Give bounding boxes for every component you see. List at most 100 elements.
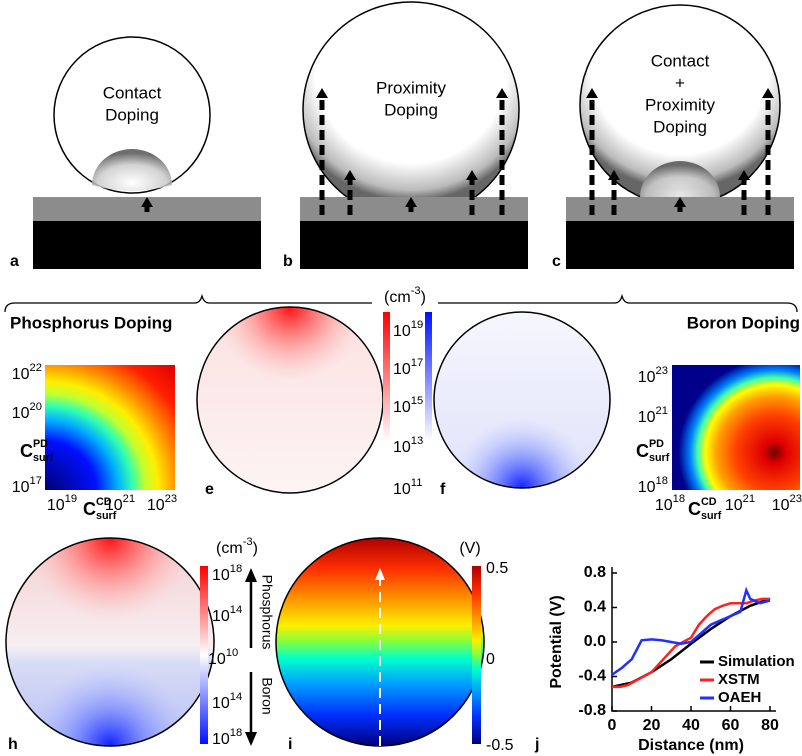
label: surf: [649, 452, 670, 464]
power-exp: 19: [65, 493, 77, 505]
power-label: 1018: [655, 493, 685, 514]
power-label: 1017: [393, 357, 423, 378]
power-base: 10: [393, 439, 411, 456]
label: -0.5: [486, 737, 514, 754]
map-h: [6, 538, 214, 746]
label: j: [534, 736, 539, 753]
label: c: [552, 253, 561, 270]
label: C: [83, 499, 96, 519]
label: Proximity: [376, 78, 446, 97]
power-label: 1021: [725, 493, 755, 514]
power-exp: 23: [790, 493, 802, 505]
power-label: 1018: [638, 475, 668, 496]
heatmap: [45, 365, 175, 490]
power-exp: 21: [743, 493, 755, 505]
label: CD: [701, 496, 717, 508]
power-base: 10: [638, 409, 656, 426]
power-label: 1023: [147, 493, 177, 514]
label: PD: [649, 438, 664, 450]
power-label: 1017: [12, 475, 42, 496]
unit-exp: -3: [243, 536, 253, 548]
power-label: 1021: [638, 405, 668, 426]
label: h: [8, 736, 18, 753]
colorbar: [200, 566, 208, 744]
power-base: 10: [212, 567, 230, 584]
unit-close: ): [253, 540, 258, 557]
power-base: 10: [638, 479, 656, 496]
label: 0.5: [486, 560, 508, 577]
label: surf: [96, 510, 117, 522]
label: Phosphorus: [259, 575, 275, 650]
power-exp: 20: [30, 401, 42, 413]
label: surf: [33, 452, 54, 464]
power-exp: 10: [226, 647, 238, 659]
power-exp: 18: [230, 727, 242, 739]
power-base: 10: [12, 366, 30, 383]
power-exp: 21: [656, 405, 668, 417]
label: C: [20, 441, 33, 461]
power-base: 10: [212, 695, 230, 712]
figure: Doping Source Contact Doping Doping Source P…: [0, 0, 802, 756]
power-label: 1011: [393, 477, 422, 498]
map-f: [434, 312, 610, 488]
label: Boron: [259, 677, 275, 714]
power-base: 10: [208, 651, 226, 668]
power-base: 10: [12, 479, 30, 496]
label: Doping: [653, 117, 707, 136]
label: f: [440, 481, 446, 498]
label: CD: [96, 496, 112, 508]
label: Phosphorus Doping: [10, 313, 172, 332]
power-exp: 14: [230, 691, 242, 703]
colorbar: [425, 312, 432, 497]
power-exp: 18: [230, 563, 242, 575]
power-label: 1014: [212, 691, 242, 712]
power-label: 1015: [393, 395, 423, 416]
power-base: 10: [212, 608, 230, 625]
power-exp: 14: [230, 604, 242, 616]
label: -0.8: [578, 702, 606, 719]
label: Doping Source: [357, 236, 471, 253]
arrow-head: [245, 732, 257, 746]
label: 0.4: [584, 599, 606, 616]
label: Potential (V): [548, 595, 565, 688]
label: C: [636, 441, 649, 461]
colorbar: [383, 312, 390, 497]
label: 0: [608, 717, 617, 734]
power-base: 10: [772, 497, 790, 514]
label: C: [688, 499, 701, 519]
power-label: 1023: [772, 493, 802, 514]
unit-label: (cm-3): [216, 536, 258, 557]
power-base: 10: [393, 323, 411, 340]
heatmap: [672, 365, 800, 490]
label: 0.0: [584, 633, 606, 650]
unit-open: (cm: [216, 540, 243, 557]
label: b: [283, 253, 293, 270]
power-base: 10: [393, 481, 411, 498]
power-base: 10: [638, 369, 656, 386]
power-label: 1020: [12, 401, 42, 422]
label: Distance (nm): [638, 737, 744, 754]
power-exp: 11: [411, 477, 423, 489]
unit-exp: -3: [411, 285, 421, 297]
label: 0.8: [584, 564, 606, 581]
label: 80: [761, 717, 779, 734]
power-label: 1018: [212, 563, 242, 584]
label: +: [675, 73, 685, 92]
power-label: 1022: [12, 362, 42, 383]
power-exp: 17: [30, 475, 42, 487]
label: 60: [722, 717, 740, 734]
label: Doping: [105, 105, 159, 124]
label: 40: [682, 717, 700, 734]
power-exp: 17: [411, 357, 423, 369]
power-base: 10: [393, 361, 411, 378]
label: Doping Source: [623, 236, 737, 253]
label: -0.4: [578, 668, 606, 685]
label: 20: [643, 717, 661, 734]
label: XSTM: [718, 671, 760, 688]
unit-label: (cm-3): [384, 285, 426, 306]
map-e: [197, 307, 383, 493]
power-exp: 21: [123, 493, 135, 505]
label: Doping Source: [90, 236, 204, 253]
label: PD: [33, 438, 48, 450]
label: Contact: [651, 51, 710, 70]
